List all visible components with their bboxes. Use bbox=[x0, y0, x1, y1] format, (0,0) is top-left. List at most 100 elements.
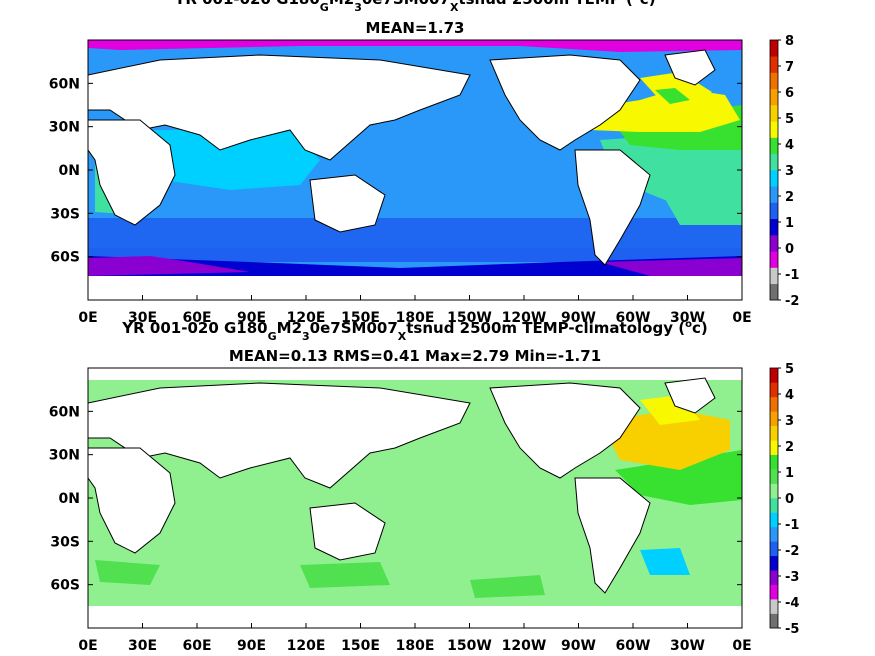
top-colorbar-label: -1 bbox=[785, 268, 799, 283]
bottom-colorbar-segment bbox=[770, 613, 778, 629]
top-colorbar-segment bbox=[770, 251, 778, 268]
bottom-y-tick-label: 60N bbox=[49, 404, 80, 420]
bottom-x-tick-label: 150W bbox=[447, 638, 492, 654]
top-colorbar-label: 5 bbox=[785, 112, 794, 127]
top-colorbar: 8 7 6 5 4 3 2 1 0 -1 -2 bbox=[769, 34, 799, 309]
top-colorbar-label: 3 bbox=[785, 164, 794, 179]
top-colorbar-segment bbox=[770, 105, 778, 122]
bottom-x-tick-label: 120W bbox=[502, 638, 547, 654]
bottom-colorbar-label: 2 bbox=[785, 440, 794, 455]
top-colorbar-segment bbox=[770, 186, 778, 203]
top-colorbar-segment bbox=[770, 235, 778, 252]
top-colorbar-segment bbox=[770, 40, 778, 57]
top-map-field bbox=[88, 40, 742, 300]
top-colorbar-label: 6 bbox=[785, 86, 794, 101]
top-y-axis: 60N 30N 0N 30S 60S bbox=[49, 76, 742, 266]
bottom-y-tick-label: 60S bbox=[50, 578, 80, 594]
bottom-x-tick-label: 30W bbox=[670, 638, 705, 654]
bottom-subtitle: MEAN=0.13 RMS=0.41 Max=2.79 Min=-1.71 bbox=[229, 347, 601, 365]
bottom-colorbar-label: 4 bbox=[785, 388, 794, 403]
bottom-x-tick-label: 120E bbox=[287, 638, 326, 654]
bottom-colorbar-segment bbox=[770, 498, 778, 513]
top-x-tick-label: 30E bbox=[128, 310, 157, 326]
top-colorbar-label: -2 bbox=[785, 294, 799, 309]
top-y-tick-label: 30S bbox=[50, 206, 80, 222]
bottom-colorbar-segment bbox=[770, 396, 778, 412]
top-colorbar-segment bbox=[770, 202, 778, 220]
bottom-x-axis: 0E 30E 60E 90E 120E 150E 180E 150W 120W 90W 60W 30W… bbox=[78, 623, 752, 654]
top-colorbar-label: 0 bbox=[785, 242, 794, 257]
bottom-x-tick-label: 180E bbox=[396, 638, 435, 654]
bottom-colorbar-segment bbox=[770, 382, 778, 398]
top-colorbar-segment bbox=[770, 88, 778, 106]
bottom-colorbar-segment bbox=[770, 454, 778, 470]
bottom-x-tick-label: 150E bbox=[341, 638, 380, 654]
bottom-x-tick-label: 0E bbox=[732, 638, 751, 654]
bottom-colorbar-label: 0 bbox=[785, 492, 794, 507]
bottom-title: YR 001-020 G180GM230e7SM007Xtsnud 2500m … bbox=[121, 319, 707, 343]
top-colorbar-segment bbox=[770, 283, 778, 301]
top-x-tick-label: 150W bbox=[447, 310, 492, 326]
bottom-colorbar-segment bbox=[770, 411, 778, 427]
top-y-tick-label: 0N bbox=[59, 163, 80, 179]
bottom-colorbar-label: -4 bbox=[785, 596, 799, 611]
top-colorbar-segment bbox=[770, 267, 778, 285]
top-panel: YR 001-020 G180GM230e7SM007Xtsnud 2500m … bbox=[49, 0, 800, 326]
top-colorbar-label: 8 bbox=[785, 34, 794, 49]
bottom-colorbar-label: -3 bbox=[785, 570, 799, 585]
bottom-x-tick-label: 90E bbox=[237, 638, 266, 654]
top-colorbar-label: 2 bbox=[785, 190, 794, 205]
top-y-tick-label: 60S bbox=[50, 250, 80, 266]
top-x-axis: 0E 30E 60E 90E 120E 150E 180E 150W 120W 90W 60W 30W… bbox=[78, 295, 752, 326]
bottom-x-tick-label: 60E bbox=[182, 638, 211, 654]
top-colorbar-segment bbox=[770, 121, 778, 138]
top-colorbar-segment bbox=[770, 72, 778, 90]
top-x-tick-label: 60W bbox=[616, 310, 651, 326]
top-x-tick-label: 120W bbox=[502, 310, 547, 326]
bottom-colorbar-label: 1 bbox=[785, 466, 794, 481]
top-colorbar-segment bbox=[770, 56, 778, 73]
top-colorbar-segment bbox=[770, 218, 778, 236]
bottom-y-tick-label: 30N bbox=[49, 448, 80, 464]
top-colorbar-segment bbox=[770, 153, 778, 171]
bottom-colorbar-segment bbox=[770, 584, 778, 600]
bottom-colorbar: 5 4 3 2 1 0 -1 -2 -3 -4 -5 bbox=[769, 362, 799, 637]
bottom-colorbar-segment bbox=[770, 541, 778, 557]
top-x-tick-label: 30W bbox=[670, 310, 705, 326]
top-x-tick-label: 0E bbox=[78, 310, 97, 326]
bottom-panel: YR 001-020 G180GM230e7SM007Xtsnud 2500m … bbox=[49, 319, 800, 654]
bottom-y-axis: 60N 30N 0N 30S 60S bbox=[49, 404, 742, 594]
bottom-colorbar-segment bbox=[770, 440, 778, 455]
top-title: YR 001-020 G180GM230e7SM007Xtsnud 2500m … bbox=[173, 0, 655, 14]
top-x-tick-label: 150E bbox=[341, 310, 380, 326]
top-subtitle: MEAN=1.73 bbox=[366, 19, 465, 37]
bottom-colorbar-label: 5 bbox=[785, 362, 794, 377]
bottom-colorbar-label: 3 bbox=[785, 414, 794, 429]
bottom-colorbar-segment bbox=[770, 599, 778, 614]
top-colorbar-label: 7 bbox=[785, 60, 794, 75]
bottom-colorbar-segment bbox=[770, 555, 778, 571]
bottom-y-tick-label: 0N bbox=[59, 491, 80, 507]
bottom-colorbar-segment bbox=[770, 570, 778, 585]
bottom-colorbar-segment bbox=[770, 526, 778, 542]
bottom-colorbar-label: -2 bbox=[785, 544, 799, 559]
bottom-x-tick-label: 0E bbox=[78, 638, 97, 654]
top-y-tick-label: 30N bbox=[49, 120, 80, 136]
bottom-map-field bbox=[88, 368, 742, 628]
top-x-tick-label: 180E bbox=[396, 310, 435, 326]
bottom-colorbar-segment bbox=[770, 368, 778, 383]
bottom-x-tick-label: 60W bbox=[616, 638, 651, 654]
bottom-colorbar-segment bbox=[770, 469, 778, 484]
top-colorbar-label: 4 bbox=[785, 138, 794, 153]
bottom-x-tick-label: 90W bbox=[561, 638, 596, 654]
top-x-tick-label: 0E bbox=[732, 310, 751, 326]
bottom-colorbar-label: -5 bbox=[785, 622, 799, 637]
top-colorbar-label: 1 bbox=[785, 216, 794, 231]
bottom-colorbar-label: -1 bbox=[785, 518, 799, 533]
top-colorbar-segment bbox=[770, 137, 778, 155]
bottom-x-tick-label: 30E bbox=[128, 638, 157, 654]
bottom-colorbar-segment bbox=[770, 483, 778, 499]
top-x-tick-label: 120E bbox=[287, 310, 326, 326]
top-colorbar-segment bbox=[770, 170, 778, 187]
